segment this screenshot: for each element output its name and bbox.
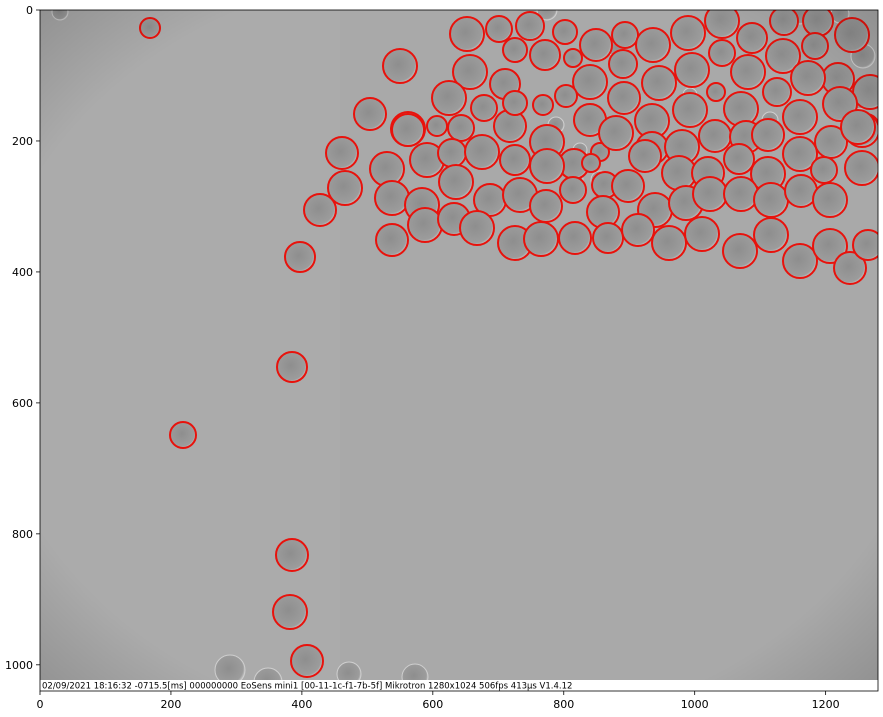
x-tick-label: 200 xyxy=(160,698,181,711)
vignette xyxy=(40,10,878,691)
x-tick-label: 0 xyxy=(37,698,44,711)
camera-stamp-text: 02/09/2021 18:16:32 -0715.5[ms] 00000000… xyxy=(42,682,572,692)
x-tick-label: 1200 xyxy=(812,698,840,711)
y-tick-label: 400 xyxy=(12,266,33,279)
y-tick-label: 600 xyxy=(12,397,33,410)
x-tick-label: 400 xyxy=(291,698,312,711)
x-axis: 0 200 400 600 800 1000 1200 xyxy=(37,691,840,711)
x-tick-label: 800 xyxy=(553,698,574,711)
y-tick-label: 800 xyxy=(12,528,33,541)
micrograph-image: 02/09/2021 18:16:32 -0715.5[ms] 00000000… xyxy=(40,10,878,692)
x-tick-label: 600 xyxy=(422,698,443,711)
y-axis: 0 200 400 600 800 1000 xyxy=(5,4,40,672)
y-tick-label: 1000 xyxy=(5,659,33,672)
camera-stamp-bar xyxy=(40,680,878,691)
axes-frame xyxy=(39,9,879,692)
y-tick-label: 200 xyxy=(12,135,33,148)
y-tick-label: 0 xyxy=(26,4,33,17)
x-tick-label: 1000 xyxy=(681,698,709,711)
